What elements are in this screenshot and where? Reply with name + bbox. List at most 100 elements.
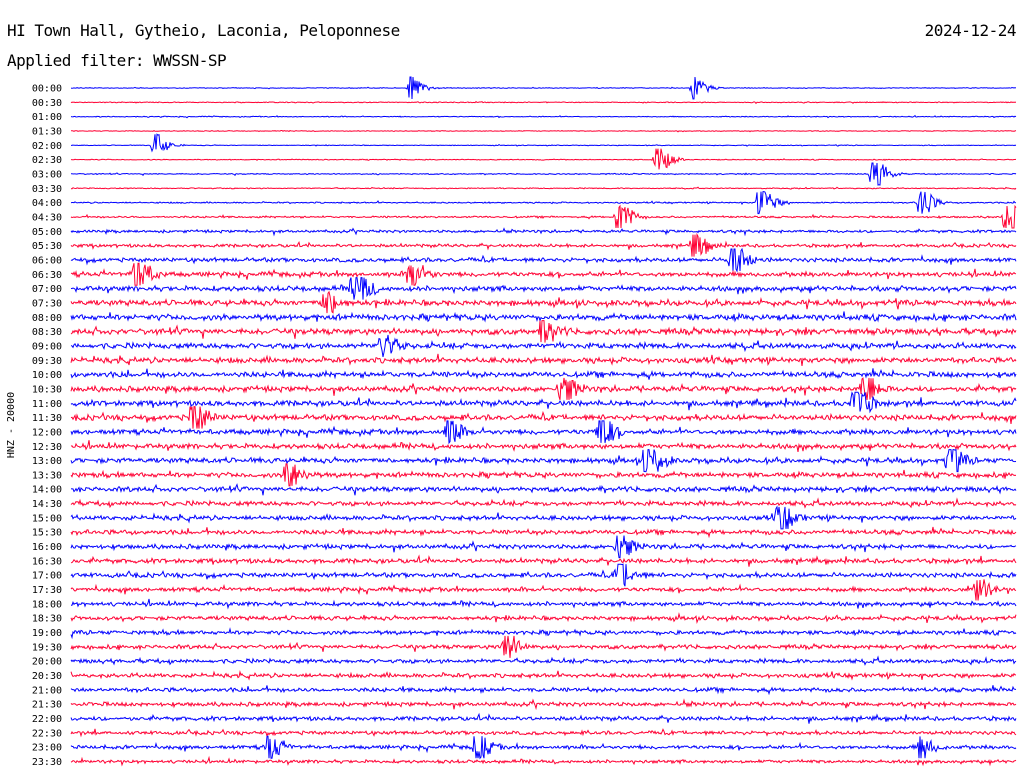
trace-line — [70, 100, 1017, 105]
trace-line — [70, 368, 1017, 380]
trace-line — [70, 554, 1017, 567]
trace-line — [70, 670, 1016, 681]
trace-line — [70, 627, 1017, 640]
row-time-label: 00:30 — [32, 98, 62, 109]
trace-line — [70, 311, 1017, 323]
row-time-label: 05:30 — [32, 241, 62, 252]
row-time-label: 23:00 — [32, 743, 62, 754]
row-time-label: 20:30 — [32, 671, 62, 682]
row-time-label: 20:00 — [32, 657, 62, 668]
row-time-label: 06:00 — [32, 255, 62, 266]
row-time-label: 04:30 — [32, 212, 62, 223]
row-time-label: 04:00 — [32, 198, 62, 209]
row-time-label: 23:30 — [32, 757, 62, 768]
row-time-label: 03:30 — [32, 184, 62, 195]
row-time-label: 18:00 — [32, 599, 62, 610]
trace-line — [70, 232, 1017, 257]
row-time-label: 07:00 — [32, 284, 62, 295]
trace-line — [71, 162, 1017, 186]
row-time-label: 11:00 — [32, 399, 62, 410]
row-time-label: 07:30 — [32, 298, 62, 309]
trace-line — [70, 526, 1017, 539]
row-time-label: 19:00 — [32, 628, 62, 639]
trace-line — [70, 712, 1017, 724]
row-time-label: 14:00 — [32, 485, 62, 496]
trace-line — [70, 655, 1017, 666]
row-time-label: 11:30 — [32, 413, 62, 424]
trace-line — [70, 635, 1017, 658]
trace-line — [70, 377, 1017, 401]
trace-line — [70, 262, 1017, 286]
row-time-label: 19:30 — [32, 642, 62, 653]
row-time-label: 22:00 — [32, 714, 62, 725]
date-label: 2024-12-24 — [924, 21, 1017, 40]
row-time-label: 17:30 — [32, 585, 62, 596]
trace-line — [70, 334, 1017, 358]
trace-line — [70, 448, 1017, 473]
row-time-label: 09:30 — [32, 356, 62, 367]
row-time-label: 03:00 — [32, 169, 62, 180]
trace-line — [70, 114, 1017, 119]
row-time-label: 16:30 — [32, 556, 62, 567]
row-time-label: 02:30 — [32, 155, 62, 166]
row-time-label: 16:00 — [32, 542, 62, 553]
row-time-label: 02:00 — [32, 141, 62, 152]
trace-line — [70, 463, 1017, 487]
trace-line — [71, 598, 1017, 610]
row-time-label: 05:00 — [32, 227, 62, 238]
trace-line — [70, 440, 1017, 452]
row-time-label: 01:30 — [32, 126, 62, 137]
trace-line — [70, 579, 1017, 601]
trace-line — [70, 755, 1017, 767]
row-time-label: 10:00 — [32, 370, 62, 381]
trace-rows: 00:00 00:30 01:00 01:30 02:00 02:30 03:00 03:30… — [32, 76, 1017, 768]
filter-label: Applied filter: WWSSN-SP — [7, 51, 227, 70]
trace-line — [71, 133, 1017, 153]
trace-line — [70, 483, 1017, 496]
trace-line — [70, 204, 1017, 229]
trace-line — [70, 391, 1017, 414]
row-time-label: 12:30 — [32, 442, 62, 453]
row-time-label: 12:00 — [32, 427, 62, 438]
trace-line — [70, 191, 1017, 215]
trace-line — [70, 497, 1017, 509]
y-axis-label: HNZ - 20000 — [6, 392, 17, 458]
trace-line — [70, 290, 1017, 314]
trace-line — [70, 728, 1017, 738]
row-time-label: 06:30 — [32, 270, 62, 281]
trace-line — [70, 247, 1017, 273]
row-time-label: 15:30 — [32, 528, 62, 539]
row-time-label: 13:00 — [32, 456, 62, 467]
row-time-label: 21:30 — [32, 700, 62, 711]
trace-line — [71, 130, 1017, 133]
trace-line — [70, 698, 1017, 711]
trace-line — [70, 612, 1017, 624]
trace-line — [70, 148, 1017, 170]
row-time-label: 17:00 — [32, 571, 62, 582]
trace-line — [70, 563, 1017, 587]
row-time-label: 21:00 — [32, 685, 62, 696]
trace-line — [70, 735, 1017, 760]
row-time-label: 08:00 — [32, 313, 62, 324]
station-title: HI Town Hall, Gytheio, Laconia, Peloponn… — [7, 21, 400, 40]
row-time-label: 14:30 — [32, 499, 62, 510]
trace-line — [70, 227, 1017, 237]
trace-line — [70, 320, 1017, 343]
trace-line — [70, 685, 1017, 696]
row-time-label: 22:30 — [32, 728, 62, 739]
row-time-label: 15:00 — [32, 513, 62, 524]
trace-line — [70, 420, 1017, 445]
row-time-label: 08:30 — [32, 327, 62, 338]
trace-line — [70, 505, 1017, 530]
row-time-label: 18:30 — [32, 614, 62, 625]
trace-line — [70, 277, 1017, 300]
trace-line — [70, 535, 1017, 559]
row-time-label: 13:30 — [32, 470, 62, 481]
trace-line — [70, 406, 1017, 429]
row-time-label: 00:00 — [32, 84, 62, 95]
row-time-label: 01:00 — [32, 112, 62, 123]
row-time-label: 10:30 — [32, 384, 62, 395]
row-time-label: 09:00 — [32, 341, 62, 352]
trace-line — [70, 76, 1017, 100]
